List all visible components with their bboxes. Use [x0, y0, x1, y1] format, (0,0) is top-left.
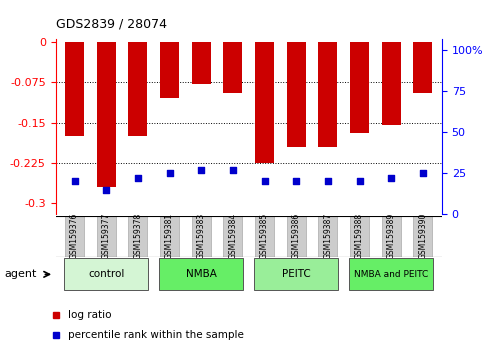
Text: NMBA and PEITC: NMBA and PEITC [354, 270, 428, 279]
Text: GSM159387: GSM159387 [324, 212, 332, 259]
Text: GSM159384: GSM159384 [228, 212, 238, 259]
Text: GSM159385: GSM159385 [260, 212, 269, 259]
Text: GSM159378: GSM159378 [133, 212, 142, 259]
Bar [413, 42, 432, 93]
Text: GSM159383: GSM159383 [197, 212, 206, 259]
Point [292, 178, 300, 184]
Bar [64, 258, 148, 290]
Bar [255, 42, 274, 163]
Bar [287, 216, 306, 257]
Point [419, 170, 427, 176]
Text: GSM159389: GSM159389 [387, 212, 396, 259]
Bar [160, 42, 179, 98]
Bar [160, 216, 179, 257]
Bar [255, 258, 338, 290]
Text: GSM159381: GSM159381 [165, 212, 174, 258]
Bar [97, 42, 116, 187]
Bar [65, 42, 84, 136]
Bar [192, 42, 211, 84]
Point [71, 178, 78, 184]
Bar [128, 216, 147, 257]
Text: GSM159388: GSM159388 [355, 212, 364, 258]
Bar [318, 42, 338, 147]
Bar [255, 216, 274, 257]
Point [229, 167, 237, 173]
Point [134, 175, 142, 181]
Text: log ratio: log ratio [68, 310, 111, 320]
Point [324, 178, 332, 184]
Text: GSM159386: GSM159386 [292, 212, 301, 259]
Bar [192, 216, 211, 257]
Point [102, 187, 110, 193]
Bar [65, 216, 84, 257]
Bar [350, 216, 369, 257]
Point [261, 178, 269, 184]
Text: NMBA: NMBA [186, 269, 217, 279]
Bar [318, 216, 338, 257]
Bar [159, 258, 243, 290]
Bar [128, 42, 147, 136]
Text: GSM159390: GSM159390 [418, 212, 427, 259]
Text: GSM159377: GSM159377 [102, 212, 111, 259]
Bar [224, 216, 242, 257]
Bar [413, 216, 432, 257]
Point [387, 175, 395, 181]
Point [198, 167, 205, 173]
Text: control: control [88, 269, 125, 279]
Bar [350, 258, 433, 290]
Bar [287, 42, 306, 147]
Bar [350, 42, 369, 133]
Text: percentile rank within the sample: percentile rank within the sample [68, 330, 243, 339]
Point [356, 178, 364, 184]
Point [166, 170, 173, 176]
Bar [382, 42, 401, 125]
Bar [224, 42, 242, 93]
Text: GDS2839 / 28074: GDS2839 / 28074 [56, 17, 167, 30]
Text: PEITC: PEITC [282, 269, 311, 279]
Bar [97, 216, 116, 257]
Bar [382, 216, 401, 257]
Text: GSM159376: GSM159376 [70, 212, 79, 259]
Text: agent: agent [5, 269, 37, 279]
